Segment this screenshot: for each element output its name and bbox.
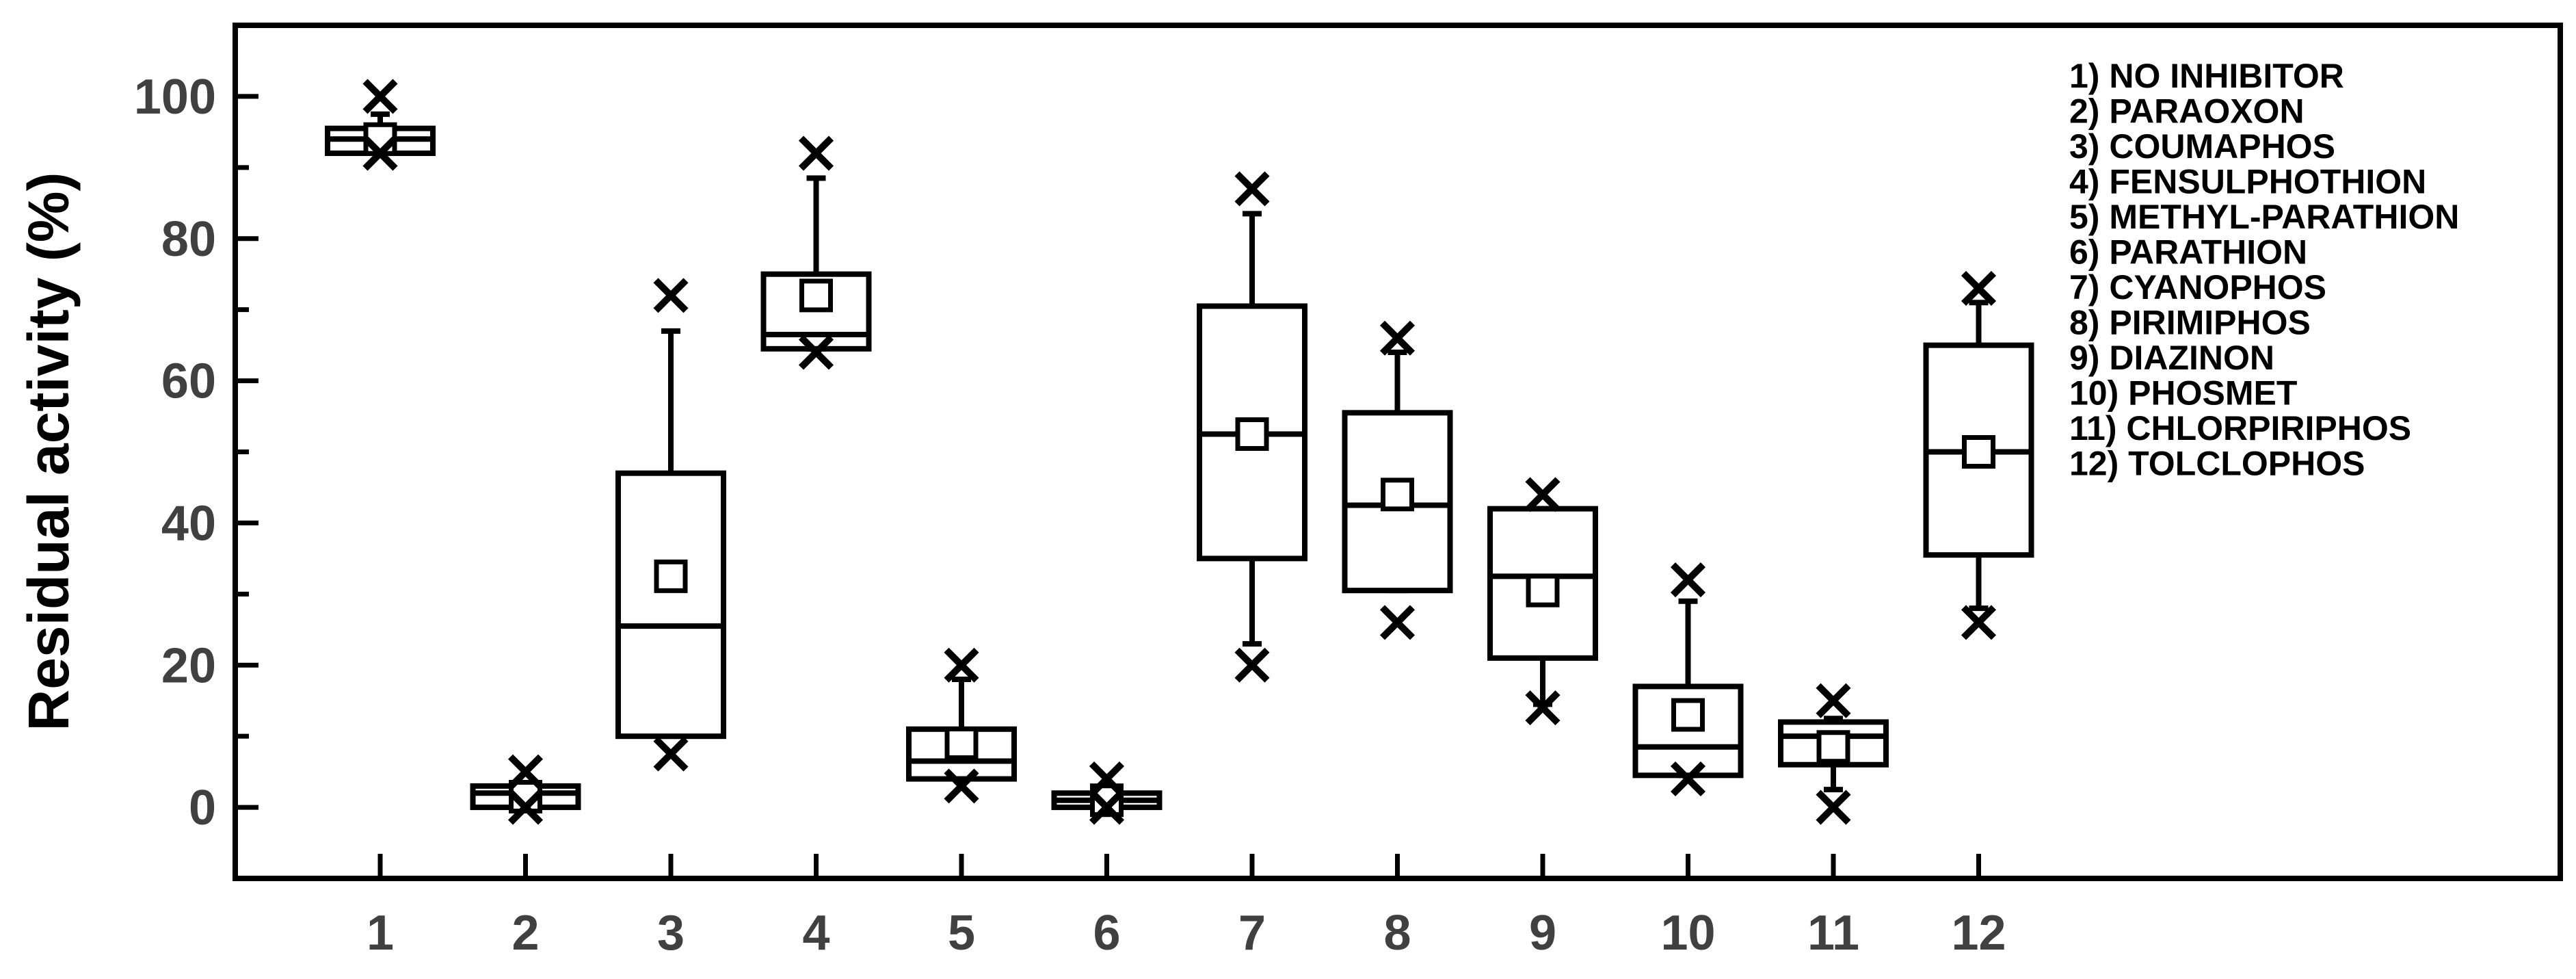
mean-marker [799, 278, 833, 313]
min-marker [1379, 605, 1416, 640]
x-tick-label: 10 [1660, 906, 1715, 961]
x-tick-label: 4 [802, 906, 829, 961]
max-marker [1816, 683, 1851, 718]
max-marker [1379, 320, 1416, 356]
box-group-12 [1923, 270, 2034, 640]
max-marker [1670, 562, 1706, 598]
box-group-6 [1051, 761, 1163, 825]
mean-marker [654, 559, 688, 593]
max-marker [507, 754, 544, 789]
mean-marker [1962, 435, 1995, 469]
box-group-10 [1632, 562, 1744, 797]
max-marker [798, 135, 834, 171]
boxes [325, 79, 2034, 825]
x-axis: 1 2 3 4 5 6 7 8 9 10 11 12 [367, 854, 2006, 961]
box-group-5 [906, 647, 1017, 804]
y-tick-label: 20 [161, 638, 216, 693]
y-axis: 0 20 40 60 80 100 [134, 23, 258, 881]
min-marker [944, 768, 979, 804]
max-marker [1525, 477, 1561, 512]
x-tick-label: 7 [1238, 906, 1266, 961]
legend-entry: 7) CYANOPHOS [2069, 268, 2326, 306]
mean-marker [1381, 478, 1414, 512]
box [615, 470, 726, 740]
legend-entry: 12) TOLCLOPHOS [2069, 445, 2365, 483]
legend-entry: 9) DIAZINON [2069, 339, 2274, 377]
legend-entry: 3) COUMAPHOS [2069, 127, 2335, 166]
x-tick-label: 2 [512, 906, 539, 961]
min-marker [507, 789, 544, 825]
box [1487, 506, 1598, 661]
mean-marker [1671, 698, 1705, 732]
box-group-2 [470, 754, 581, 825]
x-tick-label: 3 [657, 906, 685, 961]
min-marker [1525, 690, 1561, 726]
max-marker [653, 278, 689, 313]
box-group-4 [760, 135, 872, 370]
legend-entry: 6) PARATHION [2069, 233, 2307, 272]
min-marker [653, 736, 689, 772]
x-tick-label: 9 [1529, 906, 1556, 961]
y-tick-label: 40 [161, 496, 216, 551]
box-group-8 [1342, 320, 1453, 640]
x-tick-label: 8 [1383, 906, 1411, 961]
max-marker [1234, 171, 1270, 207]
legend-entry: 1) NO INHIBITOR [2069, 57, 2344, 95]
x-tick-label: 12 [1951, 906, 2006, 961]
x-tick-label: 11 [1807, 906, 1859, 961]
x-tick-label: 1 [367, 906, 394, 961]
box-group-1 [325, 79, 436, 171]
legend-entry: 4) FENSULPHOTHION [2069, 163, 2426, 201]
min-marker [1234, 647, 1270, 683]
box-group-3 [615, 278, 726, 772]
x-tick-label: 6 [1093, 906, 1120, 961]
box-group-7 [1197, 171, 1307, 683]
min-marker [798, 335, 834, 370]
mean-marker [1235, 417, 1269, 452]
x-tick-label: 5 [948, 906, 975, 961]
y-tick-label: 80 [161, 212, 216, 267]
legend-entry: 11) CHLORPIRIPHOS [2069, 409, 2411, 447]
box-group-11 [1778, 683, 1889, 825]
y-tick-label: 0 [189, 781, 216, 835]
y-tick-label: 60 [161, 354, 216, 409]
max-marker [1961, 270, 1997, 306]
max-marker [362, 79, 398, 114]
y-tick-label: 100 [134, 70, 216, 125]
min-marker [1670, 761, 1706, 797]
max-marker [944, 647, 979, 683]
mean-marker [1526, 573, 1560, 608]
box-group-9 [1487, 477, 1598, 726]
legend-entry: 2) PARAOXON [2069, 92, 2305, 131]
legend-entry: 5) METHYL-PARATHION [2069, 198, 2459, 236]
legend-entry: 10) PHOSMET [2069, 374, 2297, 413]
max-marker [1089, 761, 1125, 797]
y-axis-title: Residual activity (%) [16, 172, 81, 731]
min-marker [1089, 789, 1125, 825]
legend-entry: 8) PIRIMIPHOS [2069, 304, 2311, 342]
mean-marker [944, 727, 979, 761]
mean-marker [1816, 730, 1850, 764]
min-marker [1961, 605, 1997, 640]
min-marker [1816, 789, 1851, 825]
min-marker [362, 135, 398, 171]
